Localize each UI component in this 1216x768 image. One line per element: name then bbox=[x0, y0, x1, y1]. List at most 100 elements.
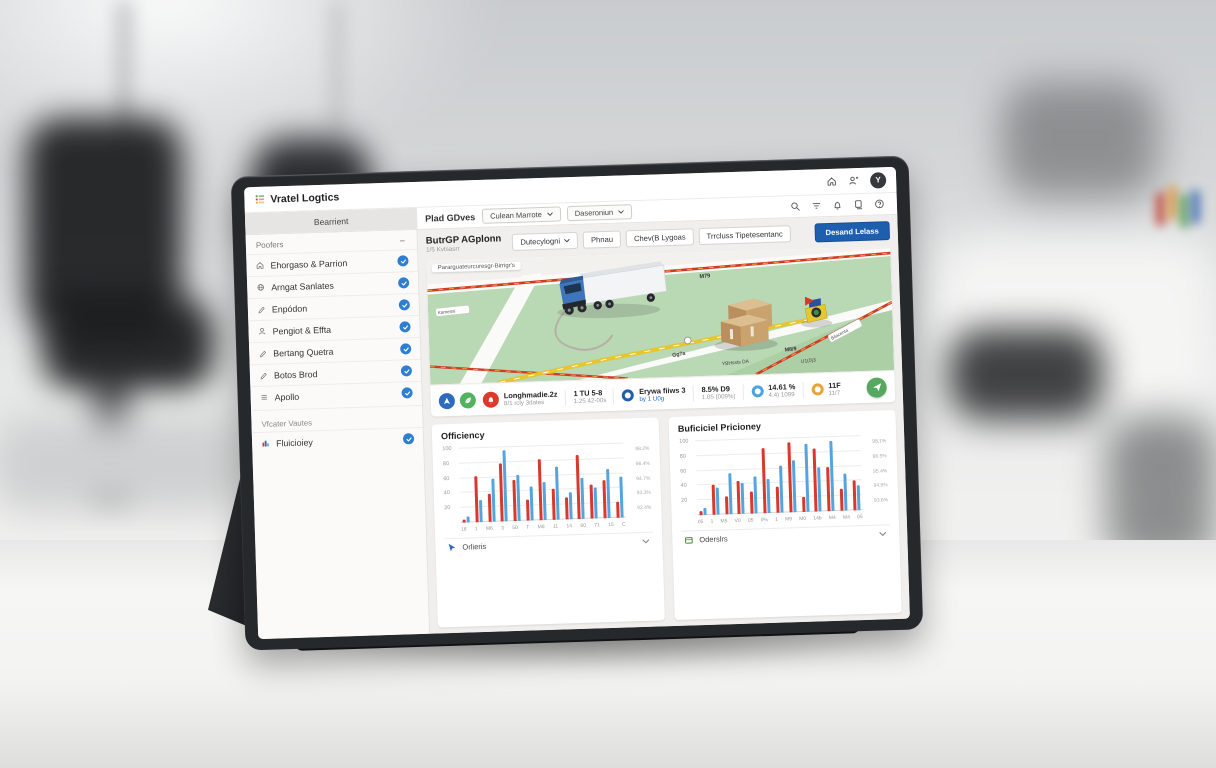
waypoint-dot[interactable] bbox=[683, 336, 692, 345]
bell-icon[interactable] bbox=[832, 200, 843, 211]
home-icon[interactable] bbox=[826, 176, 837, 187]
status-segment: 8.5% D9 1.05 (009%) bbox=[692, 383, 736, 401]
right-axis-label: 96.5% bbox=[872, 453, 887, 460]
right-axis-label: 98.2% bbox=[635, 445, 650, 453]
tablet-device: Vratel Logtics Y Bearrient Plad GDves Cu… bbox=[230, 155, 924, 651]
filter-icon[interactable] bbox=[811, 200, 822, 211]
sidebar-item[interactable]: Ehorgaso & Parrion bbox=[246, 248, 418, 277]
sidebar-item[interactable]: Arngat Sanlates bbox=[246, 270, 419, 299]
bar-series-blue bbox=[606, 469, 611, 519]
bars bbox=[458, 444, 625, 523]
sidebar-item[interactable]: Pengiot & Effta bbox=[248, 314, 420, 343]
right-axis-label: 92.4% bbox=[637, 504, 652, 512]
map-label: M8/9 bbox=[784, 346, 796, 353]
bar-series-blue bbox=[580, 477, 586, 519]
svg-text:Kamensi: Kamensi bbox=[438, 309, 456, 316]
chevron-down-icon[interactable] bbox=[877, 528, 888, 539]
bar-series-blue bbox=[466, 516, 470, 523]
route-map[interactable]: M79 Gg7a YBHssts DA M8/9 U1(0)3 Kamensi … bbox=[426, 246, 895, 385]
route-red-left bbox=[429, 365, 628, 380]
route-gray-detour bbox=[554, 301, 614, 351]
sidebar-item[interactable]: Apollo bbox=[250, 380, 422, 409]
collapse-icon[interactable] bbox=[398, 236, 407, 245]
x-axis-tick: M4 bbox=[828, 514, 836, 522]
toolbar-button[interactable]: Chev(B Lygoas bbox=[625, 228, 694, 248]
bar-group bbox=[787, 438, 797, 513]
toolbar-button[interactable]: Dutecylogni bbox=[512, 231, 579, 251]
bar-group bbox=[710, 441, 720, 515]
search-icon[interactable] bbox=[790, 201, 801, 212]
toolbar-button-label: Trrcluss Tipetesentanc bbox=[706, 229, 783, 241]
bar-group bbox=[601, 444, 611, 519]
bar-series-blue bbox=[829, 440, 835, 512]
sidebar-item[interactable]: Enpódon bbox=[247, 292, 420, 321]
x-axis-tick: 15 bbox=[608, 521, 614, 529]
check-icon bbox=[400, 279, 408, 287]
status-segment-text: Erywa fiiws 3 by 1 U0g bbox=[639, 385, 686, 402]
pencil-blur bbox=[1191, 190, 1200, 224]
share-person-icon[interactable] bbox=[848, 175, 859, 186]
bar-group bbox=[761, 439, 771, 514]
truck-illustration bbox=[557, 261, 667, 319]
route-red-right bbox=[755, 300, 893, 376]
toolbar-button-label: Dutecylogni bbox=[520, 236, 561, 247]
chart-footer: Orlieris bbox=[444, 531, 654, 555]
desk-blur bbox=[0, 416, 250, 512]
bar-group bbox=[589, 444, 598, 519]
checked-badge bbox=[397, 255, 409, 267]
bar-group bbox=[499, 447, 509, 522]
progress-ring-icon bbox=[751, 384, 764, 398]
user-avatar[interactable]: Y bbox=[869, 171, 887, 189]
bar-group bbox=[473, 448, 483, 523]
toolbar-button[interactable]: Phnau bbox=[582, 230, 622, 249]
chart-grid-icon bbox=[261, 439, 270, 448]
x-axis-tick: 71 bbox=[594, 522, 600, 529]
bar-series-blue bbox=[753, 476, 758, 514]
pencil-blur bbox=[1168, 186, 1177, 220]
bar-series-blue bbox=[727, 473, 733, 515]
right-axis-label: 96.4% bbox=[635, 460, 651, 467]
nav-quick-icon[interactable] bbox=[438, 392, 456, 409]
secondary-bar: Bearrient Plad GDves Culean Marrote Daser… bbox=[244, 192, 898, 236]
x-axis-tick: M0 bbox=[799, 515, 807, 523]
pen-icon bbox=[257, 305, 266, 314]
y-axis-tick: 80 bbox=[679, 453, 686, 460]
checked-badge bbox=[402, 433, 415, 445]
sidebar-item[interactable]: Bertang Quetra bbox=[248, 336, 421, 365]
plane-icon bbox=[871, 381, 882, 392]
alert-bell-icon[interactable] bbox=[482, 390, 500, 408]
sidebar-item-label: Bertang Quetra bbox=[273, 346, 334, 359]
bar-group bbox=[723, 440, 733, 515]
bar-series-red bbox=[724, 495, 729, 515]
content-subtitle: 1/5 Kvtsasrr bbox=[426, 245, 460, 254]
help-icon[interactable] bbox=[874, 198, 885, 209]
status-segment-text: 11F 11/7 bbox=[828, 380, 841, 396]
send-button[interactable] bbox=[866, 376, 887, 398]
brand[interactable]: Vratel Logtics bbox=[254, 191, 339, 206]
map-label: M79 bbox=[699, 273, 710, 280]
header-dropdown[interactable]: Daseroniun bbox=[566, 204, 633, 222]
primary-action-button[interactable]: Desand Lelass bbox=[814, 221, 891, 243]
copy-icon[interactable] bbox=[853, 199, 864, 210]
sidebar-item[interactable]: Fluicioiey bbox=[251, 426, 424, 455]
status-segment: Erywa fiiws 3 by 1 U0g bbox=[613, 385, 686, 404]
sidebar-header-label: Poofers bbox=[255, 240, 284, 251]
status-title: 14.61 % bbox=[768, 381, 796, 392]
bar-series-red bbox=[526, 499, 530, 521]
bar-group bbox=[537, 446, 547, 521]
bar-group bbox=[614, 444, 624, 518]
bar-group bbox=[749, 439, 758, 514]
toolbar-button[interactable]: Trrcluss Tipetesentanc bbox=[698, 225, 791, 246]
check-icon bbox=[404, 435, 412, 443]
sidebar-item-label: Fluicioiey bbox=[275, 436, 313, 448]
leaf-quick-icon[interactable] bbox=[459, 391, 477, 409]
x-axis-tick: 14 bbox=[566, 523, 573, 530]
chevron-down-icon[interactable] bbox=[640, 536, 651, 547]
bell-white-icon bbox=[486, 394, 496, 404]
bar-series-blue bbox=[554, 466, 560, 520]
sidebar-item[interactable]: Botos Brod bbox=[249, 358, 422, 387]
toolbar-button-label: Chev(B Lygoas bbox=[633, 232, 686, 244]
x-axis-tick: 05 bbox=[747, 517, 754, 524]
header-dropdown[interactable]: Culean Marrote bbox=[481, 206, 562, 224]
check-icon bbox=[402, 345, 410, 353]
